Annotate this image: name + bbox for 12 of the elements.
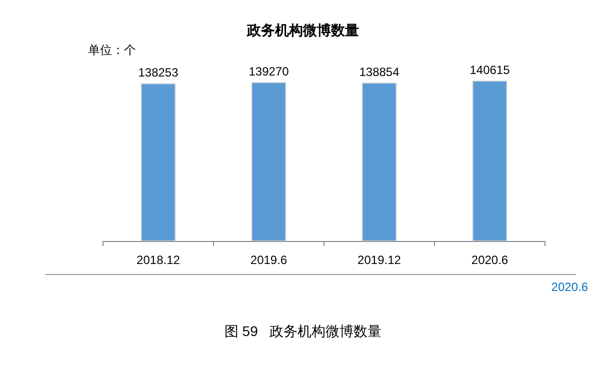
x-tick-label: 2018.12: [136, 253, 180, 267]
caption: 图 59 政务机构微博数量: [224, 323, 382, 339]
data-label: 138854: [359, 65, 400, 80]
text: 单位：个: [88, 43, 136, 57]
chart-title: 政务机构微博数量: [246, 22, 359, 38]
x-tick-label: 2020.6: [471, 253, 508, 267]
data-label: 140615: [470, 63, 510, 77]
x-tick-label: 2019.12: [358, 253, 402, 267]
x-tick-label: 2019.6: [250, 253, 288, 267]
data-label: 139270: [248, 64, 290, 79]
text: 2020.6: [551, 280, 588, 294]
data-label: 138253: [138, 66, 179, 80]
